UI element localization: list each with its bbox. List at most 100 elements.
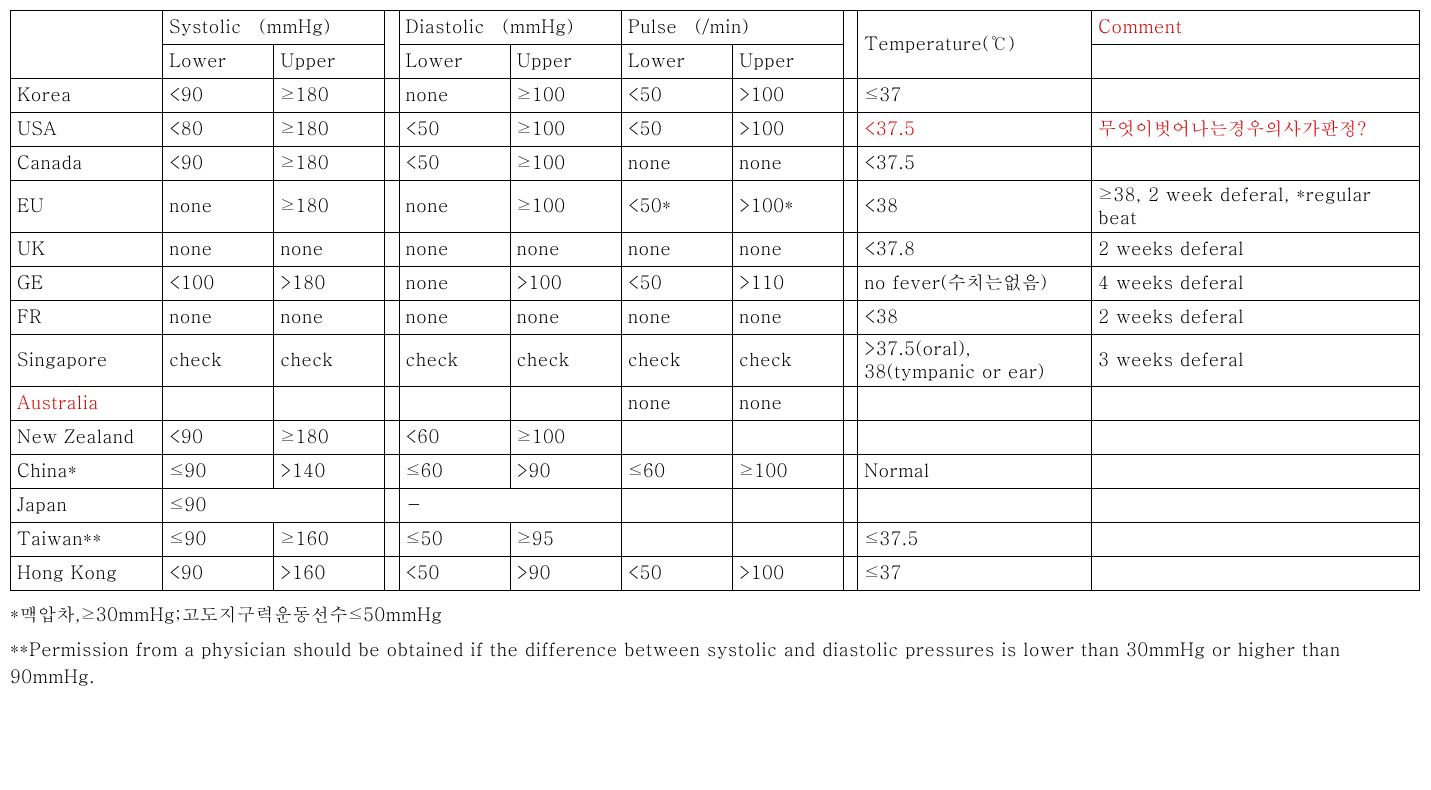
sys-upper: >140 bbox=[274, 455, 385, 489]
dia-lower: none bbox=[399, 267, 510, 301]
sys-lower: <90 bbox=[163, 421, 274, 455]
dia-lower: ≤50 bbox=[399, 523, 510, 557]
sys-upper bbox=[274, 387, 385, 421]
sys-lower: none bbox=[163, 301, 274, 335]
pul-lower: <50 bbox=[621, 267, 732, 301]
comment-cell bbox=[1092, 523, 1420, 557]
temperature-cell bbox=[858, 387, 1092, 421]
sys-upper: ≥180 bbox=[274, 181, 385, 233]
footnotes: *맥압차,≥30mmHg;고도지구력운동선수≤50mmHg **Permissi… bbox=[10, 601, 1420, 690]
country-cell: China* bbox=[11, 455, 163, 489]
comment-cell bbox=[1092, 489, 1420, 523]
comment-cell bbox=[1092, 421, 1420, 455]
sys-lower: <100 bbox=[163, 267, 274, 301]
gap-cell bbox=[844, 147, 858, 181]
comment-cell: 2 weeks deferal bbox=[1092, 301, 1420, 335]
comment-cell bbox=[1092, 147, 1420, 181]
dia-upper: none bbox=[510, 233, 621, 267]
gap-cell bbox=[385, 301, 399, 335]
dia-lower: <50 bbox=[399, 147, 510, 181]
temperature-cell: <37.8 bbox=[858, 233, 1092, 267]
country-cell: EU bbox=[11, 181, 163, 233]
gap-cell bbox=[385, 79, 399, 113]
gap-cell bbox=[385, 421, 399, 455]
sys-lower: ≤90 bbox=[163, 523, 274, 557]
gap-cell bbox=[844, 557, 858, 591]
dia-upper: check bbox=[510, 335, 621, 387]
table-row: Australia none none bbox=[11, 387, 1420, 421]
pul-lower: <50 bbox=[621, 557, 732, 591]
header-comment-blank bbox=[1092, 45, 1420, 79]
header-dia-upper: Upper bbox=[510, 45, 621, 79]
sys-upper: ≥180 bbox=[274, 79, 385, 113]
dia-upper: >100 bbox=[510, 267, 621, 301]
temperature-cell: ≤37 bbox=[858, 557, 1092, 591]
sys-merged: ≤90 bbox=[163, 489, 385, 523]
header-pulse: Pulse （/min） bbox=[621, 11, 843, 45]
footnote-2: **Permission from a physician should be … bbox=[10, 636, 1420, 690]
sys-lower: <90 bbox=[163, 147, 274, 181]
table-row: Canada<90≥180<50≥100nonenone<37.5 bbox=[11, 147, 1420, 181]
comment-cell: 2 weeks deferal bbox=[1092, 233, 1420, 267]
country-cell: USA bbox=[11, 113, 163, 147]
pul-lower: <50* bbox=[621, 181, 732, 233]
dia-merged: － bbox=[399, 489, 621, 523]
pul-lower bbox=[621, 489, 732, 523]
gap-cell bbox=[385, 387, 399, 421]
sys-upper: none bbox=[274, 301, 385, 335]
dia-lower bbox=[399, 387, 510, 421]
pul-upper: none bbox=[733, 233, 844, 267]
comment-cell: ≥38, 2 week deferal, *regular beat bbox=[1092, 181, 1420, 233]
country-cell: New Zealand bbox=[11, 421, 163, 455]
pul-lower: none bbox=[621, 147, 732, 181]
sys-lower: none bbox=[163, 233, 274, 267]
gap-cell bbox=[385, 557, 399, 591]
temperature-cell: <37.5 bbox=[858, 147, 1092, 181]
pul-upper: >110 bbox=[733, 267, 844, 301]
country-cell: Australia bbox=[11, 387, 163, 421]
table-row: UKnonenonenonenonenonenone<37.82 weeks d… bbox=[11, 233, 1420, 267]
pul-lower: ≤60 bbox=[621, 455, 732, 489]
pul-upper: >100 bbox=[733, 79, 844, 113]
footnote-1: *맥압차,≥30mmHg;고도지구력운동선수≤50mmHg bbox=[10, 601, 1420, 628]
gap-cell bbox=[844, 113, 858, 147]
gap-cell bbox=[844, 489, 858, 523]
comment-cell bbox=[1092, 557, 1420, 591]
gap-cell bbox=[385, 523, 399, 557]
table-row: Singapore checkcheck checkcheck check ch… bbox=[11, 335, 1420, 387]
temperature-cell: no fever(수치는없음) bbox=[858, 267, 1092, 301]
sys-lower: <90 bbox=[163, 79, 274, 113]
dia-lower: <60 bbox=[399, 421, 510, 455]
sys-lower: <80 bbox=[163, 113, 274, 147]
comment-cell: 무엇이벗어나는경우의사가판정? bbox=[1092, 113, 1420, 147]
table-row: FRnonenonenonenonenonenone<382 weeks def… bbox=[11, 301, 1420, 335]
pul-lower: <50 bbox=[621, 113, 732, 147]
comment-cell bbox=[1092, 455, 1420, 489]
header-comment: Comment bbox=[1092, 11, 1420, 45]
sys-upper: ≥180 bbox=[274, 113, 385, 147]
pul-upper: check bbox=[733, 335, 844, 387]
country-cell: Korea bbox=[11, 79, 163, 113]
gap-cell bbox=[385, 147, 399, 181]
temperature-cell: <38 bbox=[858, 181, 1092, 233]
gap-cell bbox=[385, 335, 399, 387]
gap-cell bbox=[385, 267, 399, 301]
country-cell: Singapore bbox=[11, 335, 163, 387]
header-systolic: Systolic （mmHg） bbox=[163, 11, 385, 45]
pul-upper: >100 bbox=[733, 557, 844, 591]
temperature-cell: Normal bbox=[858, 455, 1092, 489]
comment-cell: 4 weeks deferal bbox=[1092, 267, 1420, 301]
temperature-cell: >37.5(oral), 38(tympanic or ear) bbox=[858, 335, 1092, 387]
country-cell: UK bbox=[11, 233, 163, 267]
pul-lower: none bbox=[621, 233, 732, 267]
sys-upper: >180 bbox=[274, 267, 385, 301]
sys-lower bbox=[163, 387, 274, 421]
country-cell: Taiwan** bbox=[11, 523, 163, 557]
header-row-2: Lower Upper Lower Upper Lower Upper bbox=[11, 45, 1420, 79]
table-row: Korea<90≥180none≥100<50>100≤37 bbox=[11, 79, 1420, 113]
header-temperature: Temperature(℃） bbox=[858, 11, 1092, 79]
country-cell: FR bbox=[11, 301, 163, 335]
dia-lower: none bbox=[399, 301, 510, 335]
header-pul-upper: Upper bbox=[733, 45, 844, 79]
dia-upper bbox=[510, 387, 621, 421]
